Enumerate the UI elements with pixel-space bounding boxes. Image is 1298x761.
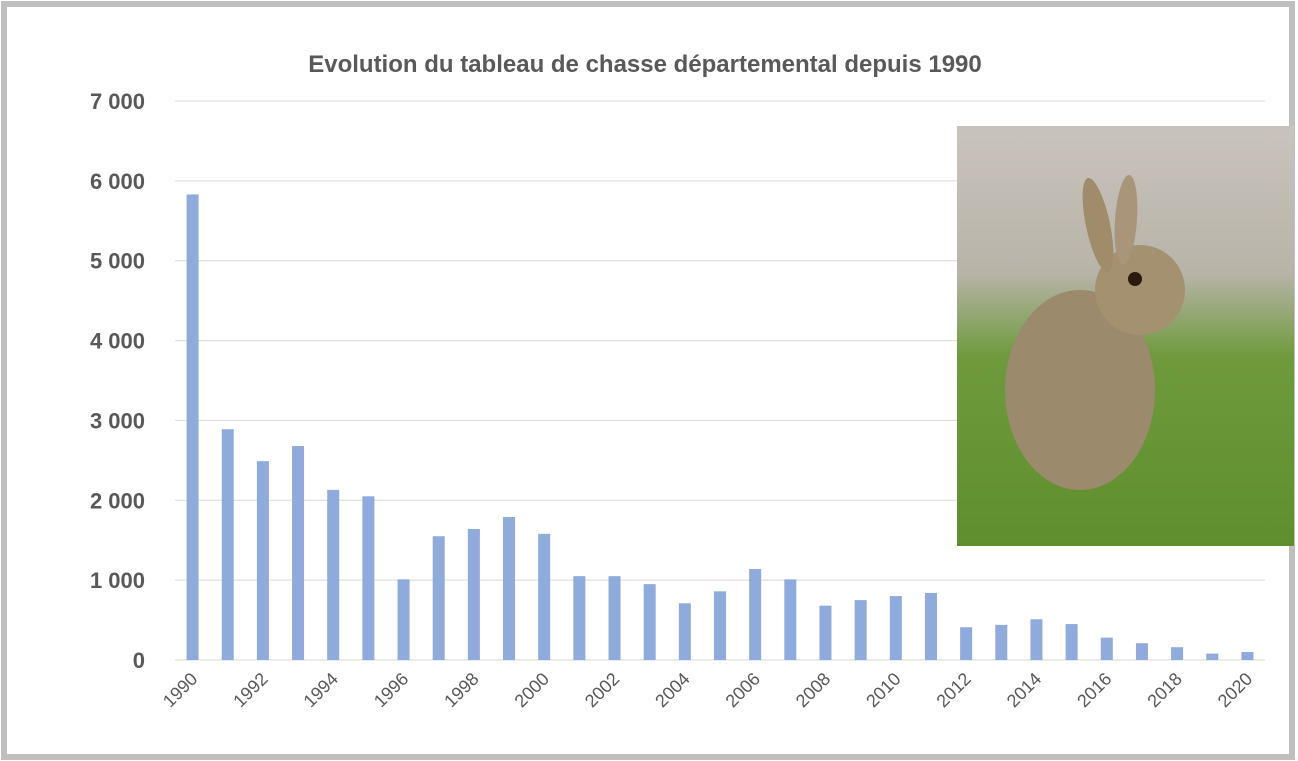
bar	[327, 490, 339, 660]
bar	[890, 596, 902, 660]
bar	[503, 517, 515, 660]
chart-title: Evolution du tableau de chasse départeme…	[308, 51, 982, 78]
bar	[222, 429, 234, 660]
bar	[784, 579, 796, 660]
bar	[679, 603, 691, 660]
bar	[1101, 638, 1113, 660]
bar	[187, 194, 199, 660]
bar	[398, 579, 410, 660]
y-tick-label: 2 000	[90, 488, 145, 513]
bar	[1171, 647, 1183, 660]
bar	[609, 576, 621, 660]
y-tick-label: 4 000	[90, 329, 145, 354]
page: Evolution du tableau de chasse départeme…	[0, 0, 1298, 761]
y-tick-label: 6 000	[90, 169, 145, 194]
bar	[1136, 643, 1148, 660]
bar	[925, 593, 937, 660]
y-tick-label: 7 000	[90, 89, 145, 114]
bar	[995, 625, 1007, 660]
bar	[960, 627, 972, 660]
rabbit-photo	[957, 126, 1294, 546]
bar	[1241, 652, 1253, 660]
bar	[292, 446, 304, 660]
y-tick-label: 1 000	[90, 568, 145, 593]
bar	[1066, 624, 1078, 660]
bar	[468, 529, 480, 660]
bar	[538, 534, 550, 660]
chart: Evolution du tableau de chasse départeme…	[0, 0, 1298, 761]
bar	[433, 536, 445, 660]
bar	[573, 576, 585, 660]
bar	[714, 591, 726, 660]
bar	[749, 569, 761, 660]
bar	[257, 461, 269, 660]
bar	[855, 600, 867, 660]
y-tick-label: 5 000	[90, 249, 145, 274]
bar	[1030, 619, 1042, 660]
bar	[644, 584, 656, 660]
bar	[819, 606, 831, 660]
y-tick-label: 0	[133, 648, 145, 673]
bar	[362, 496, 374, 660]
bar	[1206, 654, 1218, 660]
y-tick-label: 3 000	[90, 408, 145, 433]
